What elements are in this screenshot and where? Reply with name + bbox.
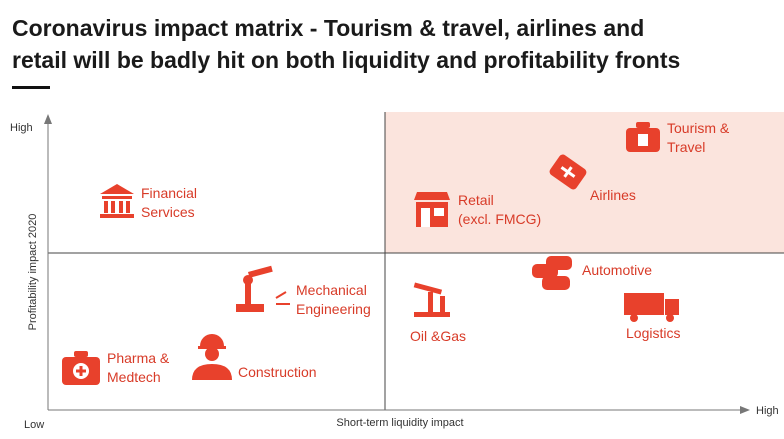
x-axis-arrow — [740, 406, 750, 414]
item-label: Oil &Gas — [410, 328, 466, 344]
item-label: Automotive — [582, 262, 652, 278]
airline-tag-icon — [549, 154, 587, 190]
item-label: Medtech — [107, 369, 161, 385]
medkit-icon — [62, 351, 100, 385]
y-axis-label: Profitability impact 2020 — [27, 214, 39, 331]
item-label: Retail — [458, 192, 494, 208]
y-axis-low: Low — [24, 419, 44, 431]
item-label: Services — [141, 204, 195, 220]
item-label: Mechanical — [296, 282, 367, 298]
x-axis-label: Short-term liquidity impact — [336, 417, 463, 429]
title-underline — [12, 86, 50, 89]
x-axis-high: High — [756, 405, 779, 417]
suitcase-icon — [626, 122, 660, 152]
item-label: Tourism & — [667, 120, 730, 136]
store-icon — [414, 192, 450, 227]
item-label: Pharma & — [107, 350, 170, 366]
oil-pump-icon — [413, 282, 450, 317]
item-label: Airlines — [590, 187, 636, 203]
item-label: Engineering — [296, 301, 371, 317]
y-axis-high: High — [10, 122, 33, 134]
truck-icon — [624, 293, 679, 322]
item-label: (excl. FMCG) — [458, 211, 541, 227]
item-label: Financial — [141, 185, 197, 201]
robot-arm-icon — [236, 265, 290, 312]
item-label: Logistics — [626, 325, 680, 341]
item-label: Travel — [667, 139, 705, 155]
title-line: Coronavirus impact matrix - Tourism & tr… — [12, 15, 644, 41]
title-line: retail will be badly hit on both liquidi… — [12, 47, 680, 73]
y-axis-arrow — [44, 114, 52, 124]
item-labels: Financial Services Tourism & Travel Airlines… — [107, 120, 730, 385]
quadrant-highlight — [385, 112, 784, 253]
worker-icon — [192, 334, 232, 380]
cars-icon — [532, 256, 572, 290]
item-label: Construction — [238, 364, 317, 380]
bank-icon — [100, 184, 134, 218]
